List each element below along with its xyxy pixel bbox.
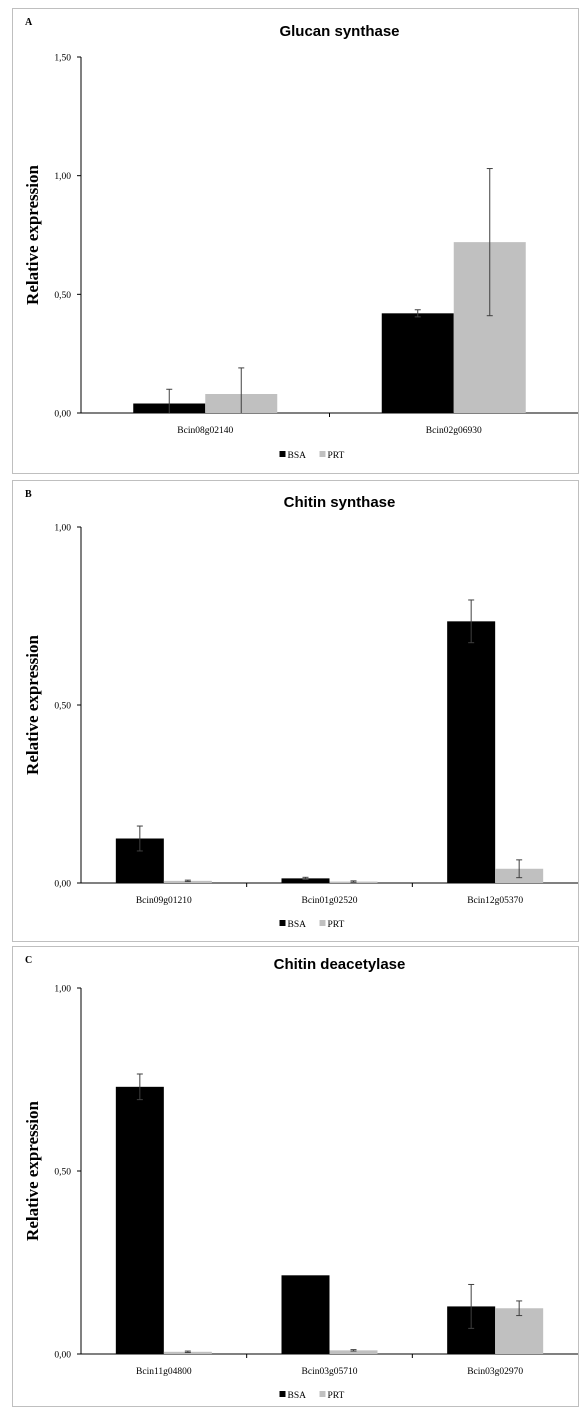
chart-title-b: Chitin synthase [284,494,396,511]
legend-swatch-prt-a [319,451,326,457]
bar-prt-c [329,1350,378,1354]
chart-c-svg: C Chitin deacetylase Relative expression 0,… [23,955,578,1401]
y-axis-label-a: Relative expression [23,164,42,304]
y-tick-label-a: 1,00 [54,172,71,182]
legend-swatch-bsa-b [279,920,286,926]
category-label-c: Bcin03g05710 [302,1367,358,1377]
chart-a-svg: A Glucan synthase Relative expression 0,00 0… [23,17,578,461]
panel-label-c: C [25,955,32,966]
y-tick-label-a: 0,50 [54,291,71,301]
panel-label-b: B [25,489,32,500]
category-label-c: Bcin11g04800 [136,1367,192,1377]
y-tick-label-c: 0,00 [54,1351,71,1361]
y-tick-label-a: 0,00 [54,410,71,420]
legend-label-prt-c: PRT [328,1391,345,1401]
category-label-c: Bcin03g02970 [467,1367,523,1377]
chart-panel-c: C Chitin deacetylase Relative expression 0,… [12,946,579,1407]
category-label-b: Bcin01g02520 [302,896,358,906]
legend-swatch-bsa-a [279,451,286,457]
legend-label-prt-b: PRT [328,920,345,930]
legend-swatch-prt-b [319,920,326,926]
bar-bsa-c [115,1086,164,1354]
legend-label-prt-a: PRT [328,451,345,461]
chart-panel-b: B Chitin synthase Relative expression 0,00 0… [12,480,579,942]
chart-title-c: Chitin deacetylase [274,956,406,973]
category-label-a: Bcin02g06930 [426,426,482,436]
y-tick-label-b: 0,00 [54,880,71,890]
y-axis-label-b: Relative expression [23,634,42,774]
chart-title-a: Glucan synthase [279,23,399,40]
bar-bsa-a [381,313,454,413]
legend-label-bsa-c: BSA [288,1391,307,1401]
category-label-b: Bcin12g05370 [467,896,523,906]
category-label-b: Bcin09g01210 [136,896,192,906]
y-tick-label-c: 1,00 [54,985,71,995]
bar-bsa-c [281,1275,330,1354]
legend-swatch-bsa-c [279,1391,286,1397]
y-axis-label-c: Relative expression [23,1100,42,1240]
chart-b-svg: B Chitin synthase Relative expression 0,00 0… [23,489,578,930]
category-label-a: Bcin08g02140 [177,426,233,436]
y-tick-label-a: 1,50 [54,54,71,64]
legend-swatch-prt-c [319,1391,326,1397]
panel-label-a: A [25,17,33,28]
bar-bsa-b [447,621,496,883]
y-tick-label-c: 0,50 [54,1168,71,1178]
y-tick-label-b: 1,00 [54,524,71,534]
legend-label-bsa-b: BSA [288,920,307,930]
bar-bsa-b [281,878,330,883]
legend-label-bsa-a: BSA [288,451,307,461]
y-tick-label-b: 0,50 [54,702,71,712]
chart-panel-a: A Glucan synthase Relative expression 0,00 0… [12,8,579,474]
